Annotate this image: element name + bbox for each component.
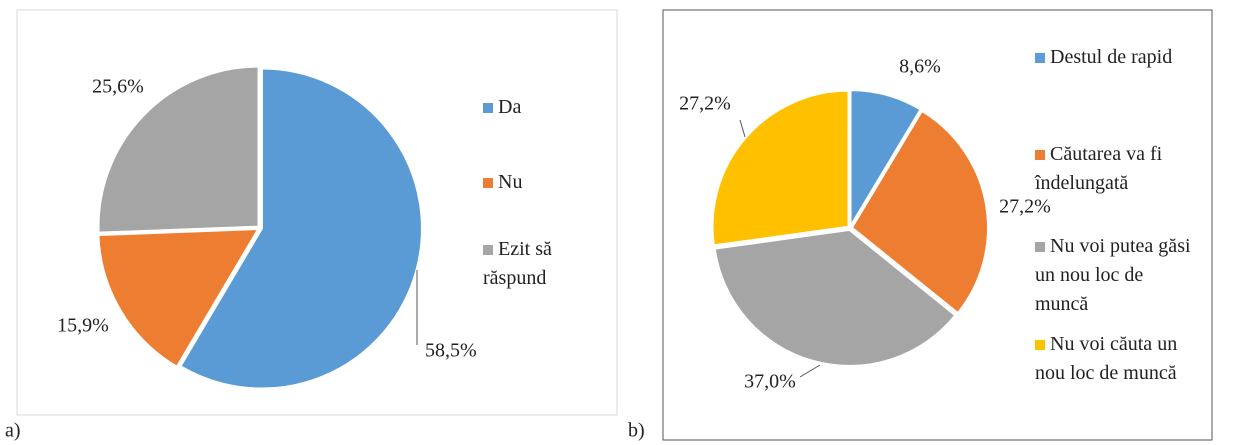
data-label: 27,2% bbox=[999, 196, 1051, 218]
pie-slice bbox=[850, 109, 989, 315]
legend-item: Da bbox=[483, 93, 588, 122]
data-label: 15,9% bbox=[57, 315, 109, 337]
legend-swatch bbox=[483, 178, 493, 188]
legend-swatch bbox=[1035, 242, 1045, 252]
pie-slice bbox=[713, 228, 957, 367]
panel-frame bbox=[662, 9, 1213, 441]
legend-text: Nu voi putea găsi un nou loc de muncă bbox=[1035, 235, 1191, 315]
leader-line bbox=[739, 119, 746, 138]
legend-item: Destul de rapid bbox=[1035, 43, 1200, 72]
pie-slice bbox=[849, 89, 922, 230]
pie-slice bbox=[179, 67, 423, 390]
legend-item: Ezit să răspund bbox=[483, 235, 588, 293]
legend-swatch bbox=[483, 103, 493, 113]
legend-item: Nu voi putea găsi un nou loc de muncă bbox=[1035, 232, 1200, 319]
data-label: 25,6% bbox=[92, 76, 144, 98]
legend-item: Nu bbox=[483, 168, 588, 197]
leader-line bbox=[799, 364, 821, 378]
panel-frame bbox=[16, 9, 618, 416]
legend-text: Nu voi căuta un nou loc de muncă bbox=[1035, 333, 1178, 384]
pie-slice bbox=[97, 227, 261, 369]
panel-label: a) bbox=[5, 420, 21, 442]
legend-item: Căutarea va fi îndelungată bbox=[1035, 140, 1200, 198]
legend-swatch bbox=[1035, 150, 1045, 160]
data-label: 8,6% bbox=[899, 56, 941, 78]
legend-text: Destul de rapid bbox=[1050, 46, 1173, 68]
legend-item: Nu voi căuta un nou loc de muncă bbox=[1035, 330, 1200, 388]
data-label: 58,5% bbox=[425, 340, 477, 362]
pie-slice bbox=[711, 89, 850, 247]
legend-text: Nu bbox=[498, 171, 523, 193]
legend-text: Căutarea va fi îndelungată bbox=[1035, 143, 1163, 194]
panel-label: b) bbox=[628, 420, 645, 442]
legend-swatch bbox=[483, 245, 493, 255]
data-label: 37,0% bbox=[744, 371, 796, 393]
legend-text: Da bbox=[498, 96, 522, 118]
pie-slice bbox=[97, 65, 260, 234]
legend-text: Ezit să răspund bbox=[483, 238, 552, 289]
legend-swatch bbox=[1035, 53, 1045, 63]
legend-swatch bbox=[1035, 340, 1045, 350]
data-label: 27,2% bbox=[679, 93, 731, 115]
